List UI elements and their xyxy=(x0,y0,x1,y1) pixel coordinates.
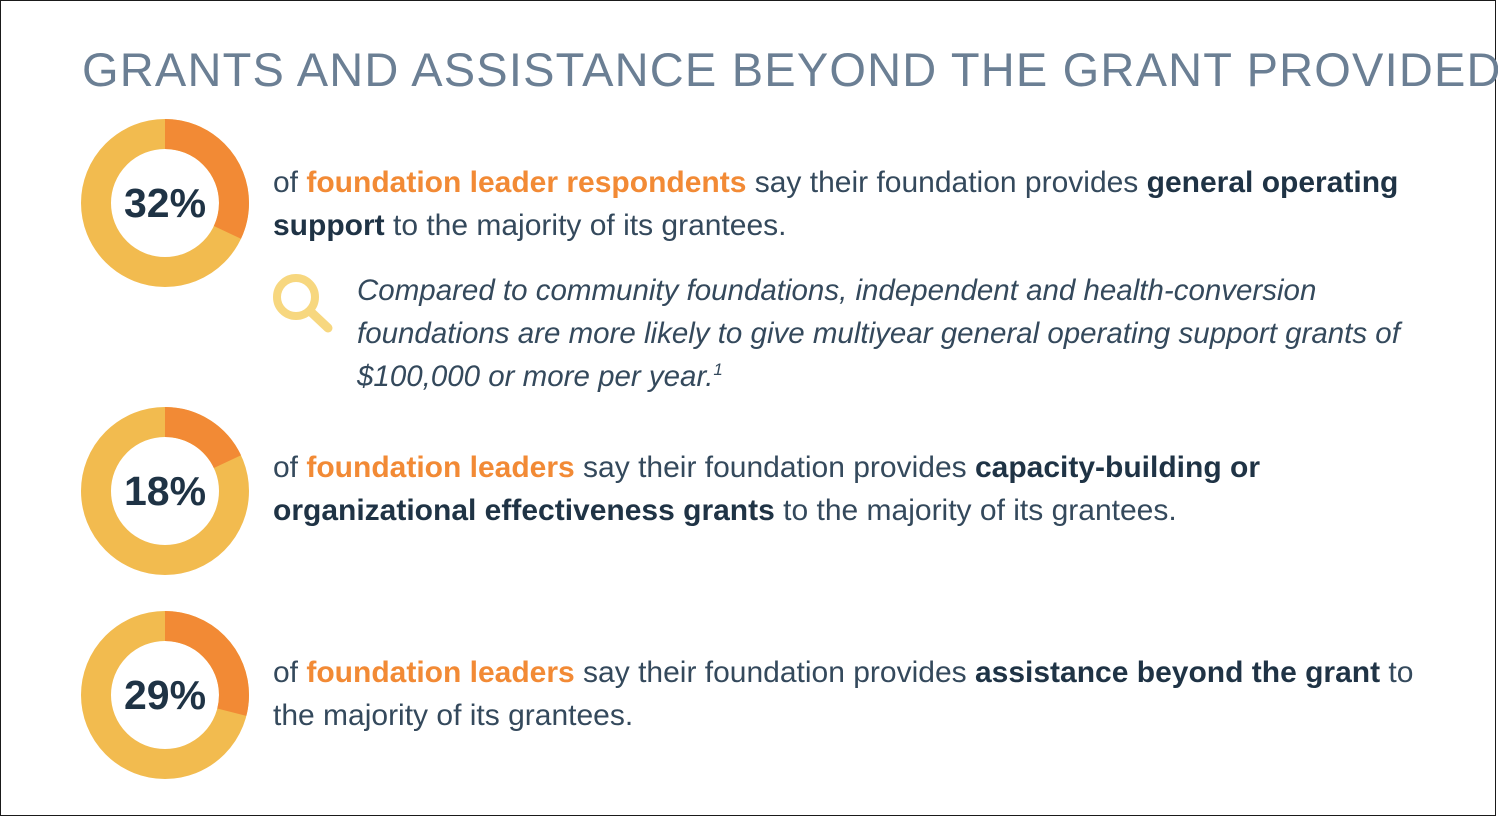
donut-svg-3 xyxy=(81,611,249,779)
stat-text-2: of foundation leaders say their foundati… xyxy=(273,446,1443,532)
magnifier-lens xyxy=(273,274,319,320)
magnifier-handle xyxy=(306,307,333,333)
donut-percent-label-3: 29% xyxy=(123,671,207,718)
donut-percent-label-2: 18% xyxy=(123,467,207,514)
stat-highlight-2: foundation leaders xyxy=(306,451,575,484)
stat-pre-1: of xyxy=(273,166,307,199)
stat-mid-2: say their foundation provides xyxy=(574,451,975,484)
stat-pre-2: of xyxy=(273,451,307,484)
insight-footnote: 1 xyxy=(713,360,723,380)
stat-post-3: to the majority of its grantees. xyxy=(273,656,1414,732)
stat-post-2: to the majority of its grantees. xyxy=(774,494,1177,527)
magnifier-icon xyxy=(270,272,336,338)
stat-highlight-3: foundation leaders xyxy=(306,656,575,689)
stat-highlight-1: foundation leader respondents xyxy=(306,166,747,199)
stat-strong-3: assistance beyond the grant xyxy=(974,656,1381,689)
stat-text-1: of foundation leader respondents say the… xyxy=(273,161,1443,247)
insight-callout: Compared to community foundations, indep… xyxy=(357,269,1447,398)
donut-segment-2 xyxy=(81,407,249,575)
donut-svg-1 xyxy=(81,119,249,287)
stat-strong-2: capacity-building or organizational effe… xyxy=(273,451,1260,527)
donut-chart-3: 29% xyxy=(80,610,250,780)
insight-text: Compared to community foundations, indep… xyxy=(357,274,1400,393)
stat-post-1: to the majority of its grantees. xyxy=(384,209,787,242)
donut-segment-3 xyxy=(81,611,249,779)
donut-svg-2 xyxy=(81,407,249,575)
stat-strong-1: general operating support xyxy=(273,166,1399,242)
donut-chart-1: 32% xyxy=(80,118,250,288)
stat-mid-3: say their foundation provides xyxy=(574,656,975,689)
donut-segment-1 xyxy=(81,119,249,287)
stat-text-3: of foundation leaders say their foundati… xyxy=(273,651,1443,737)
stat-pre-3: of xyxy=(273,656,307,689)
stat-mid-1: say their foundation provides xyxy=(746,166,1147,199)
donut-chart-2: 18% xyxy=(80,406,250,576)
page-title: GRANTS AND ASSISTANCE BEYOND THE GRANT P… xyxy=(82,43,1498,96)
donut-percent-label-1: 32% xyxy=(123,179,207,226)
